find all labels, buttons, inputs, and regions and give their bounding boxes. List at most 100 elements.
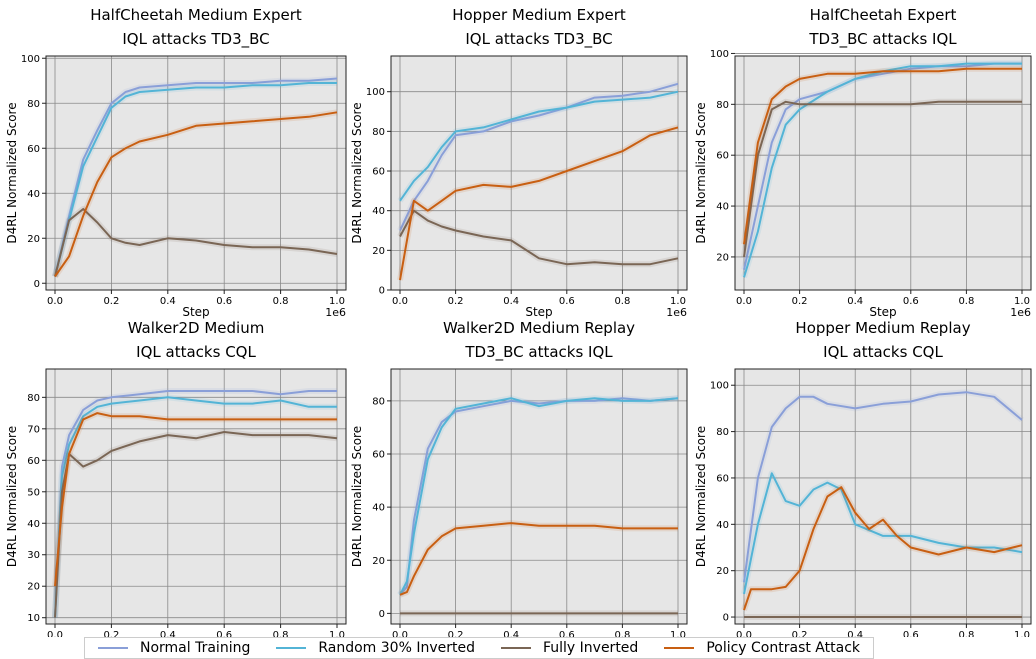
x-tick-label: 0.0 bbox=[47, 296, 63, 307]
plot-frame bbox=[45, 55, 347, 291]
series-line-3 bbox=[399, 209, 679, 266]
x-tick-label: 0.4 bbox=[160, 630, 176, 637]
x-axis-label: Step bbox=[182, 305, 209, 319]
series-line-2 bbox=[743, 472, 1023, 595]
legend-swatch-random bbox=[276, 647, 307, 649]
y-tick-label: 0 bbox=[379, 609, 385, 620]
legend-label-fully: Fully Inverted bbox=[542, 640, 639, 656]
x-tick-label: 0.0 bbox=[736, 630, 752, 637]
legend-swatch-pca bbox=[664, 647, 695, 649]
x-offset-label: 1e6 bbox=[1010, 306, 1031, 319]
x-tick-label: 0.6 bbox=[559, 296, 575, 307]
y-tick-label: 100 bbox=[366, 87, 385, 98]
plot-frame bbox=[734, 368, 1032, 625]
x-tick-label: 0.8 bbox=[614, 296, 630, 307]
y-tick-label: 60 bbox=[372, 167, 385, 178]
y-tick-label: 30 bbox=[27, 550, 40, 561]
y-tick-label: 80 bbox=[716, 427, 729, 438]
series-line-4 bbox=[399, 126, 679, 281]
x-tick-label: 0.8 bbox=[273, 296, 289, 307]
legend-item-fully-inverted: Fully Inverted bbox=[500, 640, 639, 656]
chart-title-line-2: IQL attacks CQL bbox=[823, 343, 943, 361]
chart-title-line-1: Hopper Medium Expert bbox=[452, 6, 626, 24]
chart-title-line-2: IQL attacks CQL bbox=[136, 343, 256, 361]
x-tick-label: 0.2 bbox=[448, 630, 464, 637]
legend-item-random-inverted: Random 30% Inverted bbox=[276, 640, 475, 656]
y-tick-label: 0 bbox=[379, 286, 385, 297]
x-offset-label: 1e6 bbox=[666, 306, 687, 319]
series-line-2 bbox=[54, 396, 337, 618]
y-tick-label: 20 bbox=[716, 252, 729, 263]
x-tick-label: 0.2 bbox=[103, 630, 119, 637]
x-tick-label: 0.2 bbox=[103, 296, 119, 307]
x-tick-label: 0.8 bbox=[614, 630, 630, 637]
x-tick-label: 0.2 bbox=[792, 296, 808, 307]
y-tick-label: 20 bbox=[372, 556, 385, 567]
y-tick-label: 80 bbox=[372, 127, 385, 138]
chart-title-line-2: IQL attacks TD3_BC bbox=[465, 30, 612, 49]
legend-label-pca: Policy Contrast Attack bbox=[706, 640, 860, 656]
legend-swatch-normal bbox=[98, 647, 128, 649]
x-tick-label: 0.0 bbox=[47, 630, 63, 637]
series-line-3 bbox=[54, 431, 338, 618]
y-tick-label: 40 bbox=[716, 520, 729, 531]
x-tick-label: 0.8 bbox=[958, 296, 974, 307]
legend-item-normal-training: Normal Training bbox=[98, 640, 250, 656]
chart-title-line-1: Walker2D Medium bbox=[128, 319, 265, 337]
y-tick-label: 10 bbox=[27, 613, 40, 624]
y-tick-label: 40 bbox=[27, 189, 40, 200]
y-tick-label: 100 bbox=[710, 381, 729, 392]
plot-area bbox=[735, 56, 1031, 290]
x-tick-label: 0.0 bbox=[392, 296, 408, 307]
x-tick-label: 0.4 bbox=[503, 296, 519, 307]
y-tick-label: 40 bbox=[27, 519, 40, 530]
y-tick-label: 20 bbox=[27, 582, 40, 593]
series-line-1 bbox=[399, 397, 679, 596]
x-tick-label: 0.4 bbox=[847, 630, 863, 637]
chart-title-line-1: Walker2D Medium Replay bbox=[443, 319, 635, 337]
x-tick-label: 0.4 bbox=[160, 296, 176, 307]
x-tick-label: 0.6 bbox=[903, 296, 919, 307]
plot-area bbox=[46, 369, 346, 624]
series-line-2 bbox=[399, 397, 679, 596]
x-tick-label: 0.6 bbox=[216, 296, 232, 307]
y-axis-label: D4RL Normalized Score bbox=[350, 102, 364, 243]
series-line-2 bbox=[399, 90, 679, 202]
plot-frame bbox=[45, 368, 347, 625]
x-tick-label: 1.0 bbox=[329, 630, 345, 637]
x-tick-label: 0.8 bbox=[273, 630, 289, 637]
legend-item-policy-contrast: Policy Contrast Attack bbox=[664, 640, 860, 656]
chart-title-line-1: Hopper Medium Replay bbox=[795, 319, 970, 337]
plot-frame bbox=[390, 368, 688, 625]
x-tick-label: 1.0 bbox=[1014, 296, 1030, 307]
y-axis-label: D4RL Normalized Score bbox=[350, 426, 364, 567]
x-tick-label: 0.0 bbox=[392, 630, 408, 637]
legend: Normal Training Random 30% Inverted Full… bbox=[84, 637, 874, 659]
plot-frame bbox=[390, 55, 688, 291]
legend-swatch-fully bbox=[500, 647, 531, 649]
x-axis-label: Step bbox=[869, 305, 896, 319]
y-tick-label: 0 bbox=[34, 279, 40, 290]
y-tick-label: 40 bbox=[372, 206, 385, 217]
legend-label-random: Random 30% Inverted bbox=[318, 640, 475, 656]
series-line-1 bbox=[54, 390, 337, 618]
series-line-4 bbox=[54, 412, 337, 587]
series-line-2 bbox=[743, 62, 1022, 278]
plot-area bbox=[391, 56, 687, 290]
chart-title-line-1: HalfCheetah Medium Expert bbox=[90, 6, 302, 24]
y-tick-label: 100 bbox=[21, 54, 40, 65]
x-tick-label: 0.2 bbox=[792, 630, 808, 637]
y-axis-label: D4RL Normalized Score bbox=[5, 102, 19, 243]
plot-area bbox=[391, 369, 687, 624]
chart-title-line-2: TD3_BC attacks IQL bbox=[808, 30, 957, 49]
y-tick-label: 0 bbox=[723, 613, 729, 624]
y-tick-label: 60 bbox=[716, 473, 729, 484]
x-tick-label: 1.0 bbox=[329, 296, 345, 307]
y-tick-label: 60 bbox=[27, 144, 40, 155]
x-tick-label: 1.0 bbox=[670, 630, 686, 637]
y-axis-label: D4RL Normalized Score bbox=[5, 426, 19, 567]
y-tick-label: 80 bbox=[716, 100, 729, 111]
